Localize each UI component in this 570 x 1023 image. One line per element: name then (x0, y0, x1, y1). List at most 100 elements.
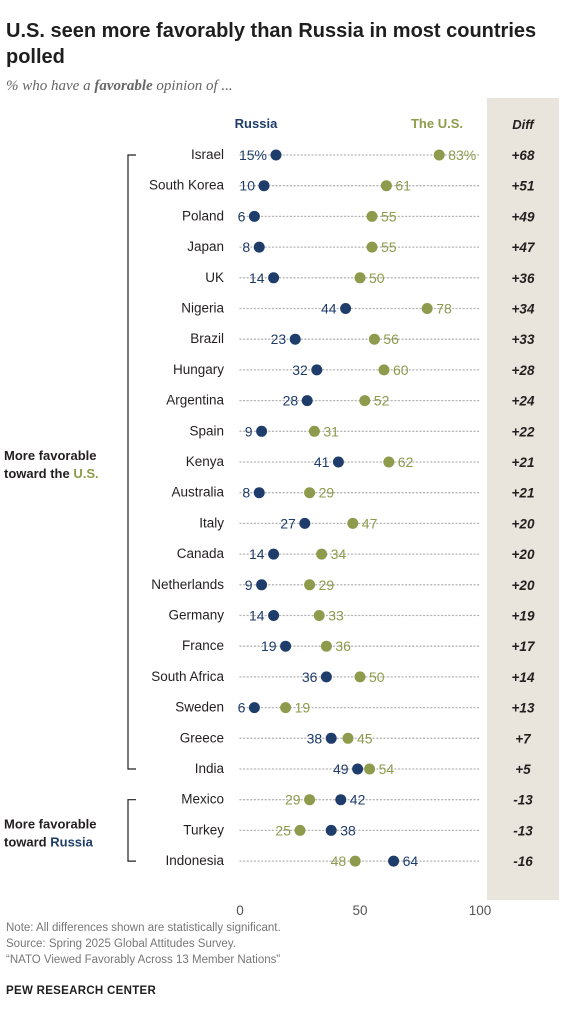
us-value-label: 83% (448, 147, 476, 163)
diff-value: +47 (512, 240, 536, 255)
diff-value: +33 (512, 332, 535, 347)
diff-value: -13 (513, 793, 533, 808)
russia-value-label: 64 (403, 853, 419, 869)
us-value-label: 60 (393, 362, 409, 378)
russia-dot (352, 763, 364, 775)
diff-value: +7 (515, 731, 532, 746)
us-dot (313, 610, 325, 621)
country-label: Mexico (181, 792, 224, 807)
subtitle-emphasis: favorable (94, 78, 153, 94)
us-dot (349, 855, 361, 867)
russia-dot (268, 272, 280, 284)
us-dot (364, 763, 376, 775)
group-label-highlight: U.S. (73, 466, 98, 481)
us-value-label: 29 (285, 792, 301, 808)
group-bracket (127, 799, 136, 862)
us-value-label: 55 (381, 208, 397, 224)
us-dot (421, 303, 433, 314)
russia-value-label: 44 (321, 301, 337, 317)
us-dot (304, 579, 316, 591)
diff-value: +13 (512, 701, 535, 716)
footer-report: “NATO Viewed Favorably Across 13 Member … (6, 954, 281, 966)
diff-value: +19 (512, 609, 535, 624)
subtitle-tail: opinion of ... (152, 78, 233, 94)
diff-value: +22 (512, 424, 535, 439)
country-label: South Africa (151, 669, 224, 684)
us-value-label: 19 (295, 700, 311, 716)
us-value-label: 61 (395, 178, 411, 194)
country-label: South Korea (149, 178, 225, 193)
us-value-label: 31 (323, 423, 339, 439)
russia-dot (335, 794, 347, 806)
country-label: Turkey (183, 822, 224, 837)
country-label: Brazil (190, 331, 224, 346)
us-value-label: 56 (383, 331, 399, 347)
country-label: UK (205, 270, 224, 285)
country-label: Germany (168, 608, 224, 623)
chart-title: U.S. seen more favorably than Russia in … (6, 20, 537, 68)
group-bracket (127, 154, 136, 770)
us-dot (320, 640, 332, 652)
russia-dot (248, 702, 260, 714)
russia-dot (289, 333, 301, 345)
diff-value: +20 (512, 578, 535, 593)
us-value-label: 29 (319, 485, 335, 501)
group-label-line2: toward the U.S. (4, 466, 99, 481)
russia-dot (388, 855, 400, 867)
us-dot (383, 456, 395, 468)
us-value-label: 50 (369, 270, 385, 286)
x-tick-label: 100 (469, 903, 492, 918)
diff-value: +14 (512, 670, 535, 685)
russia-value-label: 8 (242, 239, 250, 255)
russia-dot (268, 548, 280, 560)
russia-value-label: 38 (340, 822, 356, 838)
russia-value-label: 6 (238, 208, 246, 224)
us-dot (380, 180, 392, 192)
country-label: Australia (171, 485, 224, 500)
russia-dot (256, 579, 268, 591)
diff-value: +49 (512, 209, 535, 224)
group-label-highlight: Russia (50, 834, 93, 849)
russia-value-label: 8 (242, 485, 250, 501)
diff-value: -13 (513, 823, 533, 838)
us-dot (280, 702, 292, 714)
country-label: India (195, 761, 225, 776)
us-value-label: 45 (357, 730, 373, 746)
diff-value: +21 (512, 486, 535, 501)
country-label: France (182, 638, 224, 653)
russia-dot (258, 180, 270, 192)
russia-value-label: 23 (271, 331, 287, 347)
russia-dot (253, 487, 265, 499)
country-label: Japan (187, 239, 224, 254)
footer: Note: All differences shown are statisti… (6, 920, 281, 968)
russia-dot (268, 610, 280, 621)
russia-value-label: 10 (239, 178, 255, 194)
russia-value-label: 27 (280, 515, 296, 531)
diff-value: +34 (512, 302, 535, 317)
diff-value: +21 (512, 455, 535, 470)
diff-value: +36 (512, 271, 535, 286)
legend-us: The U.S. (411, 116, 463, 131)
us-value-label: 36 (335, 638, 351, 654)
russia-dot (325, 732, 337, 744)
country-label: Italy (199, 515, 224, 530)
footer-source: Source: Spring 2025 Global Attitudes Sur… (6, 938, 236, 950)
russia-value-label: 36 (302, 669, 318, 685)
russia-value-label: 49 (333, 761, 349, 777)
country-label: Canada (177, 546, 225, 561)
diff-value: +68 (512, 148, 535, 163)
diff-value: +24 (512, 394, 535, 409)
russia-value-label: 14 (249, 608, 265, 624)
us-value-label: 34 (331, 546, 347, 562)
us-value-label: 29 (319, 577, 335, 593)
us-value-label: 55 (381, 239, 397, 255)
footer-note: Note: All differences shown are statisti… (6, 922, 281, 934)
legend-russia: Russia (235, 116, 278, 131)
us-value-label: 52 (374, 393, 390, 409)
us-value-label: 33 (328, 608, 344, 624)
russia-dot (299, 517, 311, 529)
diff-value: +51 (512, 179, 535, 194)
us-value-label: 78 (436, 301, 452, 317)
russia-value-label: 19 (261, 638, 277, 654)
country-label: Nigeria (181, 301, 224, 316)
